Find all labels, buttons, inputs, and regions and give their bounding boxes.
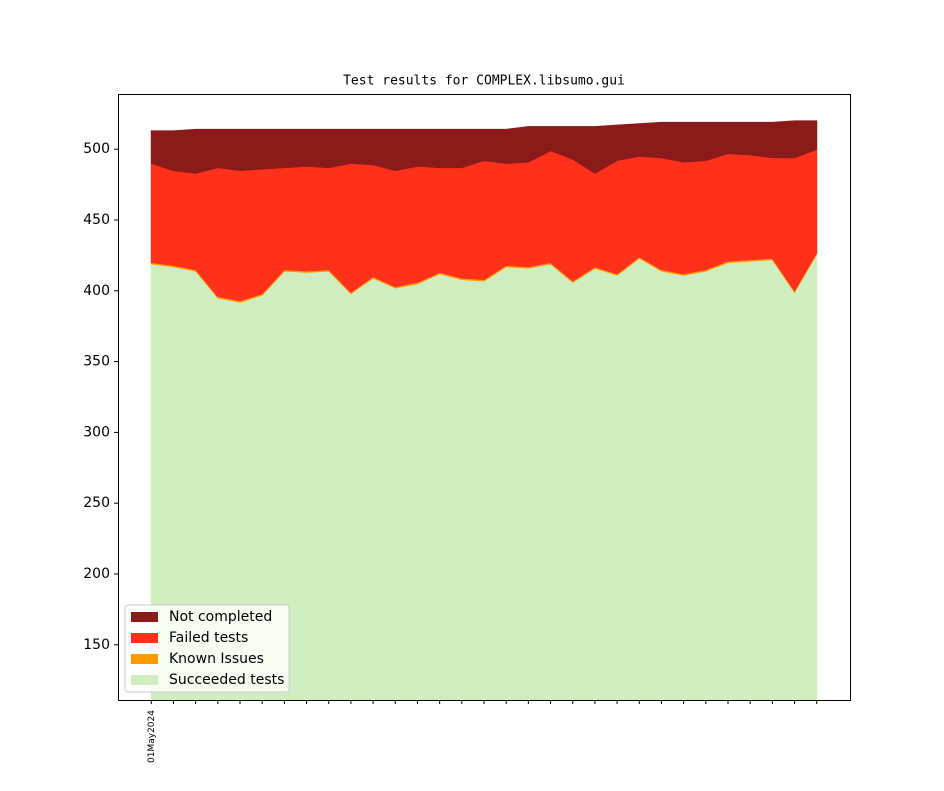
y-tick-label: 150 [83,637,110,653]
y-tick-label: 450 [83,212,110,228]
y-tick-label: 500 [83,141,110,157]
legend: Not completed Failed tests Known Issues Suc… [124,604,290,693]
legend-label: Known Issues [169,651,264,667]
area [150,120,818,174]
legend-swatch [131,654,158,664]
chart-title: Test results for COMPLEX.libsumo.gui [343,74,625,89]
legend-label: Failed tests [169,630,248,646]
y-tick-label: 200 [83,566,110,582]
legend-label: Not completed [169,609,272,625]
y-tick-label: 250 [83,495,110,511]
plot-area [150,120,818,701]
legend-swatch [131,633,158,643]
legend-label: Succeeded tests [169,672,284,688]
legend-box [124,604,290,693]
y-tick-label: 400 [83,283,110,299]
y-tick-label: 350 [83,354,110,370]
legend-swatch [131,675,158,685]
legend-swatch [131,612,158,622]
x-tick-label: 01May2024 [147,710,157,763]
y-tick-label: 300 [83,424,110,440]
